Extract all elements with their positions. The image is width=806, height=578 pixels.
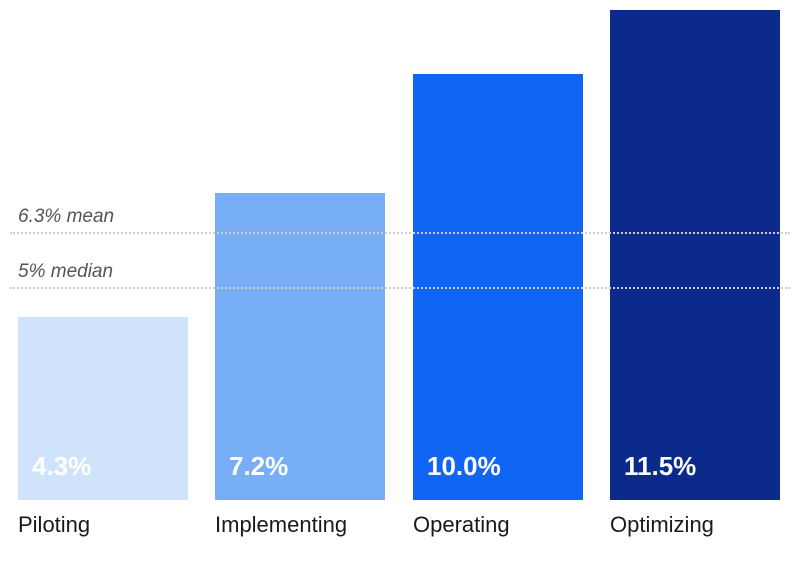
bar-chart: 4.3% 7.2% 10.0% 11.5% Piloting Implementing O…	[10, 0, 790, 578]
x-axis-label: Optimizing	[610, 512, 714, 538]
reference-label: 5% median	[18, 261, 113, 283]
bar: 11.5%	[610, 10, 780, 500]
x-axis-label: Piloting	[18, 512, 90, 538]
x-axis-label: Operating	[413, 512, 510, 538]
reference-line	[10, 287, 790, 289]
bar-value-label: 7.2%	[229, 451, 288, 482]
plot-area: 4.3% 7.2% 10.0% 11.5%	[10, 10, 790, 500]
bar: 7.2%	[215, 193, 385, 500]
bar: 4.3%	[18, 317, 188, 500]
x-axis-label: Implementing	[215, 512, 347, 538]
bar-value-label: 11.5%	[624, 451, 696, 482]
bar-value-label: 10.0%	[427, 451, 501, 482]
reference-label: 6.3% mean	[18, 206, 114, 228]
bar-value-label: 4.3%	[32, 451, 91, 482]
reference-line	[10, 232, 790, 234]
